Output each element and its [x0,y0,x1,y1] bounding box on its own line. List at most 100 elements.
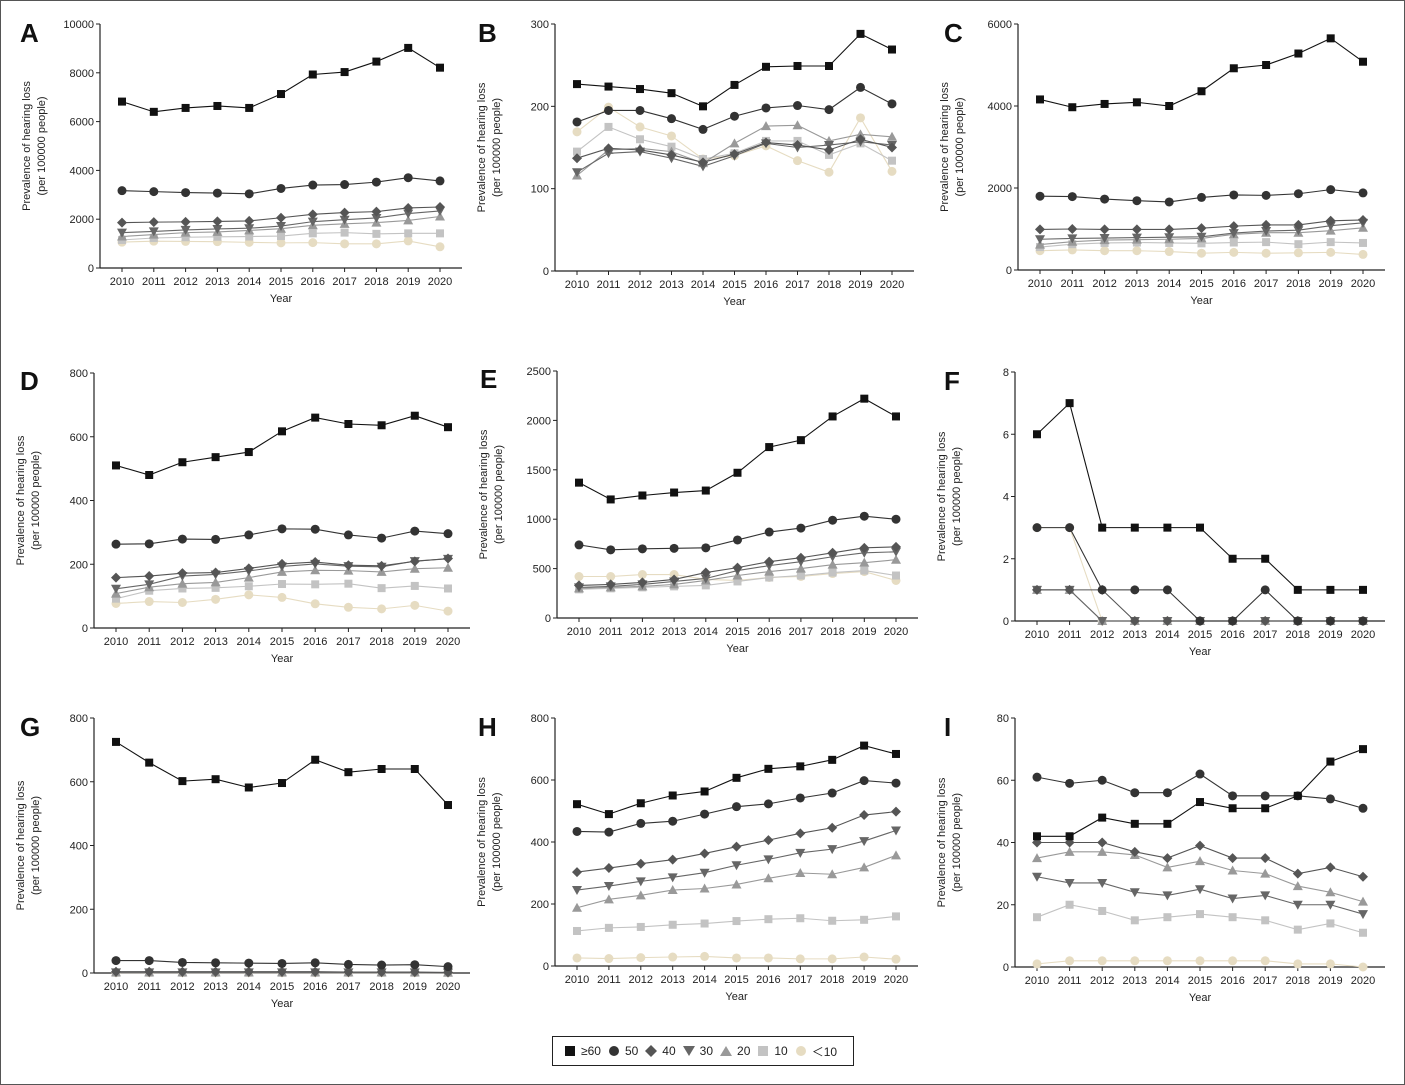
data-point [855,129,866,139]
data-point [733,535,742,545]
x-tick-label: 2013 [203,981,227,993]
data-point [1358,896,1368,906]
legend-label: 40 [662,1044,676,1058]
data-point [340,68,349,77]
series-0 [573,741,900,819]
data-point [668,816,678,826]
data-point [308,229,317,238]
x-tick-label: 2020 [880,279,904,291]
data-point [340,239,350,249]
data-point [860,566,869,575]
data-point [403,209,414,219]
data-point [1261,248,1271,258]
data-point [635,890,646,900]
data-point [859,810,870,821]
series-6 [1035,245,1368,259]
data-point [1292,881,1303,891]
data-point [210,577,221,587]
data-point [792,120,803,130]
legend-triangle-up-marker-icon [719,1044,733,1058]
x-axis-label: Year [271,653,294,665]
y-tick-label: 10000 [63,19,94,31]
data-point [887,131,897,141]
data-point [177,578,188,588]
data-point [732,953,741,963]
panel-label: F [944,366,960,396]
data-point [1098,523,1107,532]
data-point [1292,900,1303,910]
data-point [435,211,445,221]
data-point [1032,853,1042,863]
x-tick-label: 2015 [270,981,294,993]
data-point [1129,846,1140,857]
data-point [340,180,350,190]
data-point [277,524,287,534]
data-point [403,202,414,213]
x-tick-label: 2019 [852,626,876,638]
y-tick-label: 300 [531,19,549,31]
x-tick-label: 2018 [1286,975,1310,987]
x-tick-label: 2014 [237,276,261,288]
panel-label: D [20,366,39,396]
x-axis-label: Year [271,998,294,1010]
chart-panel-b: B 0 100 200 300 2010 2011 2012 2013 2014 2015 2016 2… [476,18,914,308]
data-point [1228,221,1239,232]
x-tick-label: 2014 [237,636,261,648]
data-point [1032,872,1042,882]
data-point [764,556,775,567]
data-point [180,216,191,227]
data-point [828,916,837,925]
data-point [1260,616,1271,626]
data-point [1293,585,1302,594]
data-point [828,515,838,525]
data-point [1326,757,1335,766]
data-point [144,597,154,607]
legend-diamond-marker-icon [644,1044,658,1058]
data-point [605,579,616,590]
x-tick-label: 2020 [1351,975,1375,987]
data-point [891,554,901,564]
legend-item-20: 20 [719,1044,750,1058]
data-point [377,533,387,543]
series-line [1037,527,1363,622]
data-point [1195,616,1205,626]
data-point [277,966,287,977]
data-point [1358,962,1368,972]
data-point [1326,185,1336,195]
y-tick-label: 4000 [988,101,1012,113]
y-tick-label: 400 [70,841,88,853]
data-point [211,958,221,968]
data-point [1032,772,1042,782]
data-point [403,236,413,246]
data-point [763,873,774,883]
data-point [178,584,187,593]
data-point [1099,234,1110,244]
x-axis-label: Year [1189,646,1212,658]
series-1 [572,776,901,837]
data-point [701,486,710,495]
legend-label: 30 [699,1044,714,1058]
y-tick-label: 800 [531,713,549,725]
data-point [210,567,221,578]
data-point [1196,798,1204,807]
series-3 [1032,872,1368,920]
x-axis-label: Year [1189,992,1212,1004]
data-point [1162,956,1172,966]
x-tick-label: 2018 [1286,629,1310,641]
data-point [1100,194,1110,204]
data-point [573,926,581,935]
data-point [443,962,453,972]
data-point [177,568,188,579]
data-point [1129,888,1140,898]
data-point [307,209,318,220]
data-point [669,543,679,553]
y-tick-label: 2000 [527,415,551,427]
data-point [1162,585,1172,595]
y-tick-label: 200 [531,899,549,911]
data-point [1196,523,1204,532]
data-point [1358,910,1368,920]
data-point [276,238,286,248]
data-point [1260,853,1271,864]
data-point [1228,791,1238,801]
data-point [1228,913,1237,922]
